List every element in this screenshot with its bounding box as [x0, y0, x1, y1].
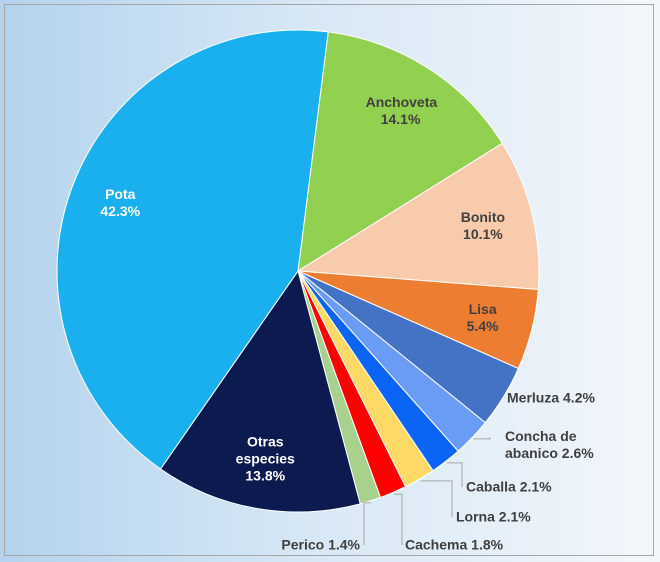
category-label: Bonito	[460, 208, 506, 225]
pie-slice	[159, 269, 361, 513]
value-label: 2.1%	[498, 508, 531, 525]
value-label: 4.2%	[563, 389, 595, 406]
leader-line	[363, 502, 372, 545]
leader-line	[447, 462, 463, 487]
category-label: Anchoveta	[365, 93, 438, 110]
value-label: 2.1%	[519, 478, 552, 495]
value-label: 2.6%	[561, 445, 594, 461]
data-label: Merluza 4.2%	[507, 390, 595, 407]
value-label: 10.1%	[463, 225, 503, 242]
category-label: Caballa	[466, 478, 516, 495]
data-label: Perico 1.4%	[281, 537, 360, 554]
category-label: Perico	[281, 536, 325, 553]
category-label: Cachema	[405, 536, 468, 553]
data-label: Caballa 2.1%	[466, 479, 552, 496]
category-label: Lorna	[456, 508, 495, 525]
value-label: 1.4%	[328, 536, 360, 553]
value-label: 14.1%	[380, 110, 421, 127]
data-label: Lorna 2.1%	[456, 509, 531, 526]
data-label: Anchoveta 14.1%	[351, 94, 451, 128]
pie-slice	[56, 29, 329, 470]
data-label: Bonito 10.1%	[433, 209, 533, 243]
data-label: Otras especies 13.8%	[215, 433, 315, 484]
chart-border	[4, 4, 654, 556]
category-label: Pota	[105, 185, 136, 202]
category-label: Merluza	[507, 389, 560, 406]
pie-slice	[297, 31, 504, 272]
data-label: Concha de abanico 2.6%	[505, 428, 610, 462]
value-label: 13.8%	[245, 467, 286, 484]
data-label: Pota 42.3%	[70, 186, 170, 220]
category-label: Otras especies	[235, 433, 295, 467]
leader-line	[473, 437, 491, 440]
leader-line	[393, 493, 403, 545]
data-label: Cachema 1.8%	[405, 537, 503, 554]
value-label: 5.4%	[466, 317, 499, 334]
pie-slice	[296, 142, 540, 291]
leader-line	[420, 480, 453, 517]
category-label: Concha de abanico	[505, 428, 577, 461]
value-label: 1.8%	[471, 536, 504, 553]
value-label: 42.3%	[100, 202, 141, 219]
category-label: Lisa	[468, 300, 497, 317]
data-label: Lisa 5.4%	[433, 301, 533, 335]
